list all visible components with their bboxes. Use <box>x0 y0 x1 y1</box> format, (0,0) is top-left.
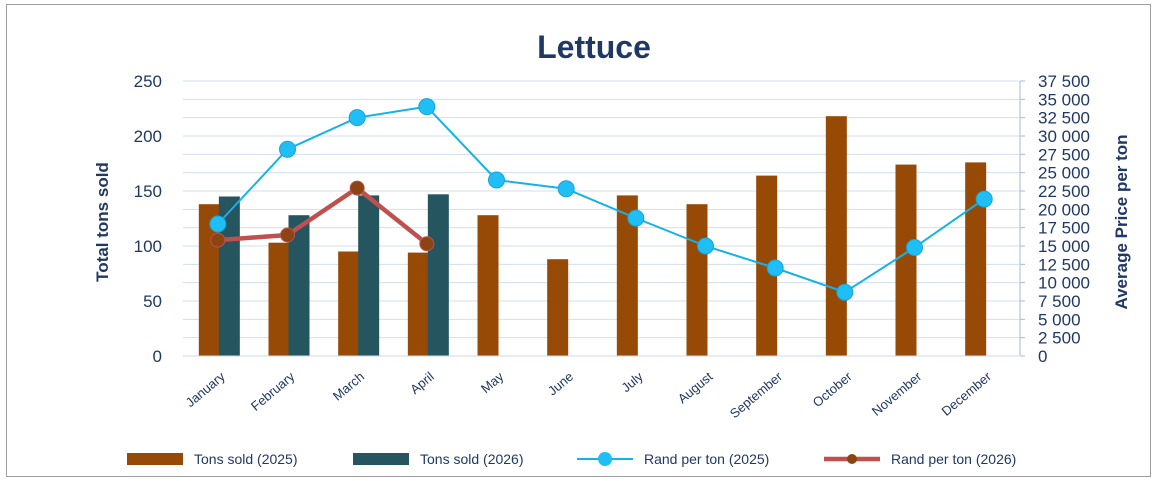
y2-tick-label: 5 000 <box>1038 310 1081 329</box>
y2-tick-label: 0 <box>1038 347 1047 366</box>
line-marker <box>419 236 435 252</box>
x-tick-label: April <box>407 369 437 397</box>
line-marker <box>280 227 295 243</box>
series-line <box>217 105 985 294</box>
y-tick-label: 150 <box>134 182 162 201</box>
x-tick-label: March <box>330 369 367 404</box>
line-marker <box>279 140 296 158</box>
bar <box>895 164 917 356</box>
x-tick-label: May <box>478 368 507 396</box>
bar <box>358 195 380 356</box>
bar <box>825 116 847 356</box>
x-tick-label: February <box>248 368 298 413</box>
line-marker <box>627 209 645 227</box>
y2-tick-label: 17 500 <box>1038 219 1090 238</box>
legend-label: Rand per ton (2025) <box>644 451 769 467</box>
line-marker <box>349 180 365 196</box>
y2-tick-label: 27 500 <box>1038 145 1090 164</box>
line-marker <box>557 180 575 198</box>
y2-tick-label: 25 000 <box>1038 164 1090 183</box>
line-marker <box>488 171 505 189</box>
chart-title: Lettuce <box>537 29 651 65</box>
y-tick-label: 50 <box>143 292 162 311</box>
x-tick-label: September <box>727 368 786 421</box>
y2-tick-label: 15 000 <box>1038 237 1090 256</box>
line-marker <box>766 259 784 277</box>
y2-tick-label: 32 500 <box>1038 109 1090 128</box>
y2-tick-label: 7 500 <box>1038 292 1081 311</box>
line-marker <box>906 238 923 256</box>
line-marker <box>418 98 436 116</box>
lines <box>209 98 993 301</box>
y-axis-label: Total tons sold <box>93 162 112 282</box>
bar <box>547 259 569 356</box>
legend-label: Tons sold (2025) <box>194 451 298 467</box>
y2-tick-label: 22 500 <box>1038 182 1090 201</box>
y2-tick-label: 12 500 <box>1038 255 1090 274</box>
legend-label: Tons sold (2026) <box>420 451 524 467</box>
y2-tick-label: 37 500 <box>1038 72 1090 91</box>
y-tick-label: 100 <box>134 237 162 256</box>
bar <box>407 252 429 356</box>
x-tick-label: August <box>675 369 716 407</box>
y2-tick-label: 20 000 <box>1038 200 1090 219</box>
bars <box>198 116 987 356</box>
legend-swatch <box>353 453 409 465</box>
x-tick-label: June <box>545 369 576 399</box>
bar <box>616 195 638 356</box>
line-marker <box>697 237 714 255</box>
line-marker <box>836 283 854 301</box>
y-tick-label: 250 <box>134 72 162 91</box>
x-tick-label: November <box>869 368 925 418</box>
line-marker <box>348 109 366 127</box>
series-line <box>217 185 429 246</box>
y2-tick-label: 30 000 <box>1038 127 1090 146</box>
bar <box>268 242 290 356</box>
y2-axis-label: Average Price per ton <box>1112 134 1131 309</box>
grid-lines <box>183 80 1019 339</box>
legend: Tons sold (2025) Tons sold (2026) Rand per… <box>127 451 1016 467</box>
line-marker <box>209 215 227 233</box>
bar <box>965 162 987 356</box>
x-tick-label: October <box>810 368 856 410</box>
y2-tick-label: 10 000 <box>1038 274 1090 293</box>
legend-label: Rand per ton (2026) <box>891 451 1016 467</box>
line-marker <box>975 190 993 208</box>
y-tick-label: 0 <box>153 347 162 366</box>
bar <box>338 251 360 356</box>
bar <box>686 204 708 356</box>
legend-swatch <box>127 453 183 465</box>
x-tick-label: July <box>618 368 646 395</box>
y2-tick-label: 35 000 <box>1038 90 1090 109</box>
line-marker <box>210 232 226 248</box>
chart-frame: Lettuce 0 50 100 150 200 250 0 2 500 5 000 7 500 1… <box>6 4 1151 477</box>
legend-marker <box>847 454 857 464</box>
bar <box>427 194 449 356</box>
x-tick-label: January <box>183 368 228 410</box>
bar <box>288 215 310 356</box>
y-tick-label: 200 <box>134 127 162 146</box>
x-tick-label: December <box>939 368 995 418</box>
legend-marker <box>598 452 612 466</box>
bar <box>477 215 499 356</box>
y2-tick-label: 2 500 <box>1038 329 1081 348</box>
